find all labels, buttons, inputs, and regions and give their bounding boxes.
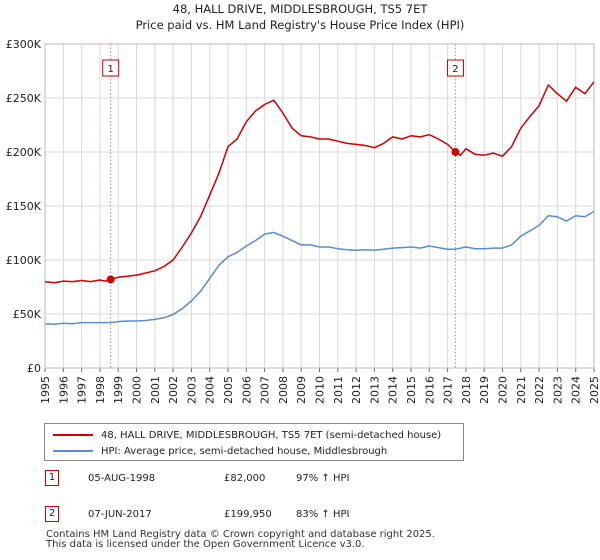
legend-item-price: 48, HALL DRIVE, MIDDLESBROUGH, TS5 7ET (… xyxy=(53,428,441,442)
axes: £0 £50K £100K £150K £200K £250K £300K 1995 1996 1… xyxy=(6,38,600,404)
x-tick-label: 2021 xyxy=(515,376,528,404)
x-tick-label: 2015 xyxy=(405,376,418,404)
sale-hpi: 83% ↑ HPI xyxy=(296,509,350,520)
x-tick-label: 2010 xyxy=(314,376,327,404)
y-tick-label: £100K xyxy=(6,254,42,267)
sale-badge: 2 xyxy=(45,506,59,522)
x-tick-label: 2011 xyxy=(332,376,345,404)
sale-marker-box xyxy=(446,59,464,77)
y-tick-label: £50K xyxy=(13,308,42,321)
x-tick-label: 2003 xyxy=(185,376,198,404)
chart-title: 48, HALL DRIVE, MIDDLESBROUGH, TS5 7ET xyxy=(173,2,429,16)
grid xyxy=(44,43,595,369)
footer: Contains HM Land Registry data © Crown c… xyxy=(46,530,435,550)
price-chart: 48, HALL DRIVE, MIDDLESBROUGH, TS5 7ET P… xyxy=(6,2,600,404)
x-tick-label: 2024 xyxy=(570,376,583,404)
x-tick-label: 1996 xyxy=(57,376,70,404)
y-tick-label: £300K xyxy=(6,38,42,51)
x-tick-label: 2008 xyxy=(277,376,290,404)
legend-label-hpi: HPI: Average price, semi-detached house,… xyxy=(101,445,388,457)
y-tick-label: £0 xyxy=(27,362,41,375)
x-tick-label: 2012 xyxy=(350,376,363,404)
sale-row: 1 05-AUG-1998 £82,000 97% ↑ HPI xyxy=(44,470,564,490)
x-tick-label: 2005 xyxy=(222,376,235,404)
x-tick-label: 2019 xyxy=(478,376,491,404)
x-tick-label: 2001 xyxy=(149,376,162,404)
sale-hpi: 97% ↑ HPI xyxy=(296,473,350,484)
y-tick-label: £200K xyxy=(6,146,42,159)
sale-row: 2 07-JUN-2017 £199,950 83% ↑ HPI xyxy=(44,506,564,526)
x-tick-label: 2020 xyxy=(497,376,510,404)
legend-item-hpi: HPI: Average price, semi-detached house,… xyxy=(53,444,387,458)
sale-point xyxy=(451,148,460,157)
x-tick-label: 2004 xyxy=(204,376,217,404)
x-tick-label: 1998 xyxy=(94,376,107,404)
x-tick-label: 2023 xyxy=(551,376,564,404)
footer-copyright: Contains HM Land Registry data © Crown c… xyxy=(46,529,435,540)
x-tick-label: 2006 xyxy=(240,376,253,404)
x-tick-label: 2025 xyxy=(588,376,600,404)
legend-label-price: 48, HALL DRIVE, MIDDLESBROUGH, TS5 7ET (… xyxy=(101,429,442,441)
x-tick-label: 2002 xyxy=(167,376,180,404)
price-series-line xyxy=(44,81,595,284)
hpi-series-line xyxy=(44,210,595,326)
y-tick-label: £150K xyxy=(6,200,42,213)
plot-frame xyxy=(44,43,595,369)
x-tick-label: 2018 xyxy=(460,376,473,404)
x-tick-label: 2016 xyxy=(423,376,436,404)
legend-line-hpi xyxy=(53,450,93,452)
x-tick-label: 2007 xyxy=(259,376,272,404)
series xyxy=(44,81,595,326)
x-tick-label: 1995 xyxy=(39,376,52,404)
sale-marker-label: 2 xyxy=(452,64,458,75)
legend-line-price xyxy=(53,434,93,436)
sale-date: 07-JUN-2017 xyxy=(88,509,152,520)
sale-price: £199,950 xyxy=(224,509,272,520)
y-tick-label: £250K xyxy=(6,92,42,105)
sale-price: £82,000 xyxy=(224,473,266,484)
x-tick-label: 2013 xyxy=(368,376,381,404)
sale-date: 05-AUG-1998 xyxy=(88,473,156,484)
x-tick-label: 1997 xyxy=(76,376,89,404)
sale-marker-label: 1 xyxy=(108,64,114,75)
legend: 48, HALL DRIVE, MIDDLESBROUGH, TS5 7ET (… xyxy=(44,423,464,461)
x-tick-label: 2014 xyxy=(387,376,400,404)
x-tick-label: 2017 xyxy=(442,376,455,404)
x-tick-label: 2000 xyxy=(131,376,144,404)
x-tick-label: 2022 xyxy=(533,376,546,404)
x-tick-label: 2009 xyxy=(295,376,308,404)
x-tick-label: 1999 xyxy=(112,376,125,404)
sale-marker-box xyxy=(102,59,120,77)
chart-subtitle: Price paid vs. HM Land Registry's House … xyxy=(136,18,465,32)
footer-licence: This data is licensed under the Open Gov… xyxy=(46,539,365,550)
sale-badge: 1 xyxy=(45,470,59,486)
sale-point xyxy=(106,275,115,284)
